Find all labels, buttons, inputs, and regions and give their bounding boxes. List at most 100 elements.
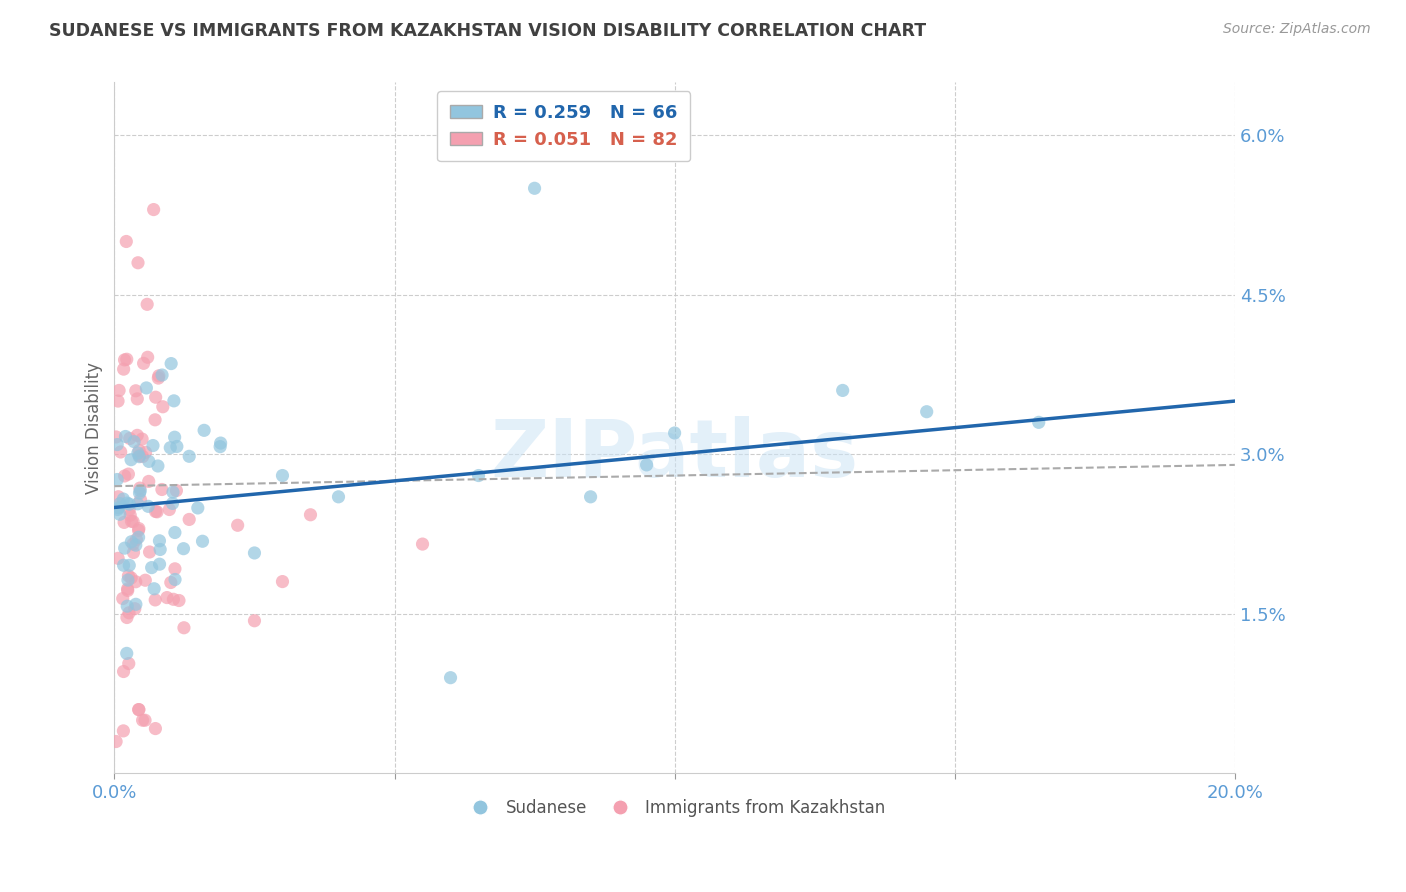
- Point: [117, 583, 139, 598]
- Point: [128, 449, 150, 463]
- Point: [115, 496, 138, 510]
- Point: [136, 297, 159, 311]
- Point: [299, 508, 322, 522]
- Point: [145, 504, 167, 518]
- Point: [118, 503, 141, 517]
- Point: [117, 467, 139, 481]
- Point: [141, 560, 163, 574]
- Point: [167, 593, 190, 607]
- Point: [163, 430, 186, 444]
- Point: [166, 440, 188, 454]
- Point: [148, 371, 170, 385]
- Point: [121, 514, 143, 528]
- Point: [118, 432, 141, 446]
- Point: [134, 713, 156, 727]
- Point: [128, 703, 150, 717]
- Point: [152, 400, 174, 414]
- Point: [163, 525, 186, 540]
- Point: [125, 384, 148, 398]
- Point: [664, 425, 686, 440]
- Text: Source: ZipAtlas.com: Source: ZipAtlas.com: [1223, 22, 1371, 37]
- Point: [105, 473, 128, 487]
- Point: [120, 571, 142, 585]
- Point: [135, 445, 157, 459]
- Point: [118, 657, 141, 671]
- Point: [209, 436, 232, 450]
- Point: [179, 450, 201, 464]
- Point: [131, 432, 153, 446]
- Point: [146, 458, 169, 473]
- Point: [134, 573, 156, 587]
- Point: [115, 610, 138, 624]
- Point: [193, 423, 215, 437]
- Point: [118, 497, 141, 511]
- Point: [173, 621, 195, 635]
- Point: [114, 429, 136, 443]
- Point: [107, 502, 129, 516]
- Point: [439, 671, 461, 685]
- Point: [128, 530, 150, 544]
- Point: [112, 665, 135, 679]
- Point: [114, 541, 136, 555]
- Point: [122, 545, 145, 559]
- Point: [149, 542, 172, 557]
- Point: [128, 486, 150, 500]
- Point: [148, 368, 170, 383]
- Point: [117, 569, 139, 583]
- Point: [138, 475, 160, 489]
- Point: [111, 591, 134, 606]
- Point: [112, 558, 135, 573]
- Point: [831, 384, 853, 398]
- Point: [129, 483, 152, 498]
- Point: [163, 562, 186, 576]
- Point: [125, 533, 148, 547]
- Point: [128, 524, 150, 538]
- Legend: Sudanese, Immigrants from Kazakhstan: Sudanese, Immigrants from Kazakhstan: [457, 793, 891, 824]
- Point: [120, 452, 142, 467]
- Point: [107, 394, 129, 409]
- Point: [127, 446, 149, 460]
- Point: [191, 534, 214, 549]
- Point: [112, 516, 135, 530]
- Point: [156, 591, 179, 605]
- Point: [120, 508, 142, 523]
- Point: [143, 582, 166, 596]
- Point: [163, 573, 186, 587]
- Point: [131, 450, 153, 464]
- Point: [165, 483, 187, 498]
- Point: [125, 538, 148, 552]
- Point: [105, 430, 128, 444]
- Point: [117, 599, 139, 614]
- Point: [107, 500, 129, 515]
- Point: [148, 533, 170, 548]
- Point: [271, 574, 294, 589]
- Point: [127, 392, 149, 406]
- Point: [148, 557, 170, 571]
- Point: [150, 368, 173, 382]
- Point: [142, 438, 165, 452]
- Point: [115, 352, 138, 367]
- Point: [125, 574, 148, 589]
- Point: [523, 181, 546, 195]
- Point: [124, 601, 146, 615]
- Point: [128, 443, 150, 458]
- Point: [136, 351, 159, 365]
- Point: [114, 352, 136, 367]
- Point: [110, 445, 132, 459]
- Point: [128, 703, 150, 717]
- Point: [145, 722, 167, 736]
- Point: [127, 497, 149, 511]
- Point: [108, 384, 131, 398]
- Point: [135, 381, 157, 395]
- Point: [122, 537, 145, 551]
- Point: [1028, 415, 1050, 429]
- Point: [105, 734, 128, 748]
- Point: [112, 491, 135, 506]
- Point: [115, 646, 138, 660]
- Point: [162, 496, 184, 510]
- Point: [138, 545, 160, 559]
- Point: [122, 434, 145, 449]
- Point: [579, 490, 602, 504]
- Point: [150, 483, 173, 497]
- Point: [117, 582, 139, 596]
